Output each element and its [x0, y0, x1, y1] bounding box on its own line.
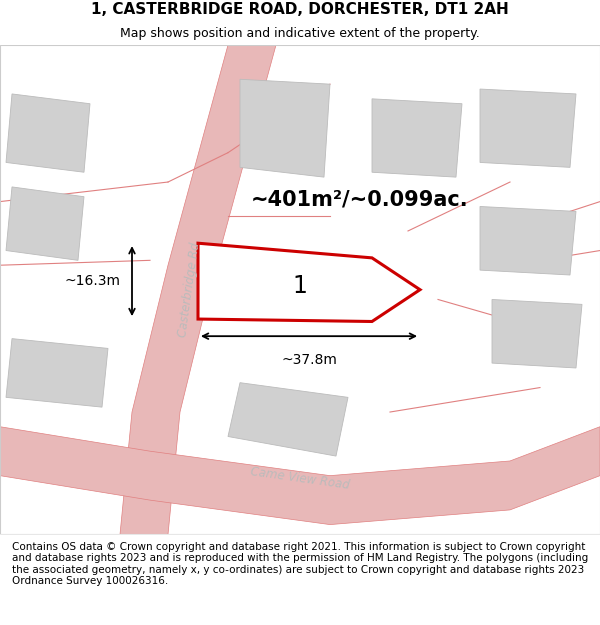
Polygon shape [372, 99, 462, 177]
Polygon shape [240, 79, 330, 177]
Text: ~401m²/~0.099ac.: ~401m²/~0.099ac. [251, 189, 469, 209]
Text: ~37.8m: ~37.8m [281, 352, 337, 367]
Polygon shape [6, 94, 90, 172]
Polygon shape [6, 339, 108, 407]
Polygon shape [228, 382, 348, 456]
Text: Came View Road: Came View Road [250, 465, 350, 491]
Text: Contains OS data © Crown copyright and database right 2021. This information is : Contains OS data © Crown copyright and d… [12, 542, 588, 586]
Polygon shape [480, 89, 576, 168]
Text: ~16.3m: ~16.3m [65, 274, 121, 288]
Polygon shape [120, 45, 276, 534]
Polygon shape [6, 187, 84, 261]
Polygon shape [480, 206, 576, 275]
Text: Map shows position and indicative extent of the property.: Map shows position and indicative extent… [120, 28, 480, 40]
Polygon shape [0, 427, 600, 524]
Polygon shape [492, 299, 582, 368]
Text: 1, CASTERBRIDGE ROAD, DORCHESTER, DT1 2AH: 1, CASTERBRIDGE ROAD, DORCHESTER, DT1 2A… [91, 2, 509, 18]
Text: Casterbridge Rd: Casterbridge Rd [176, 241, 202, 338]
Text: 1: 1 [293, 274, 307, 298]
Polygon shape [198, 243, 420, 321]
